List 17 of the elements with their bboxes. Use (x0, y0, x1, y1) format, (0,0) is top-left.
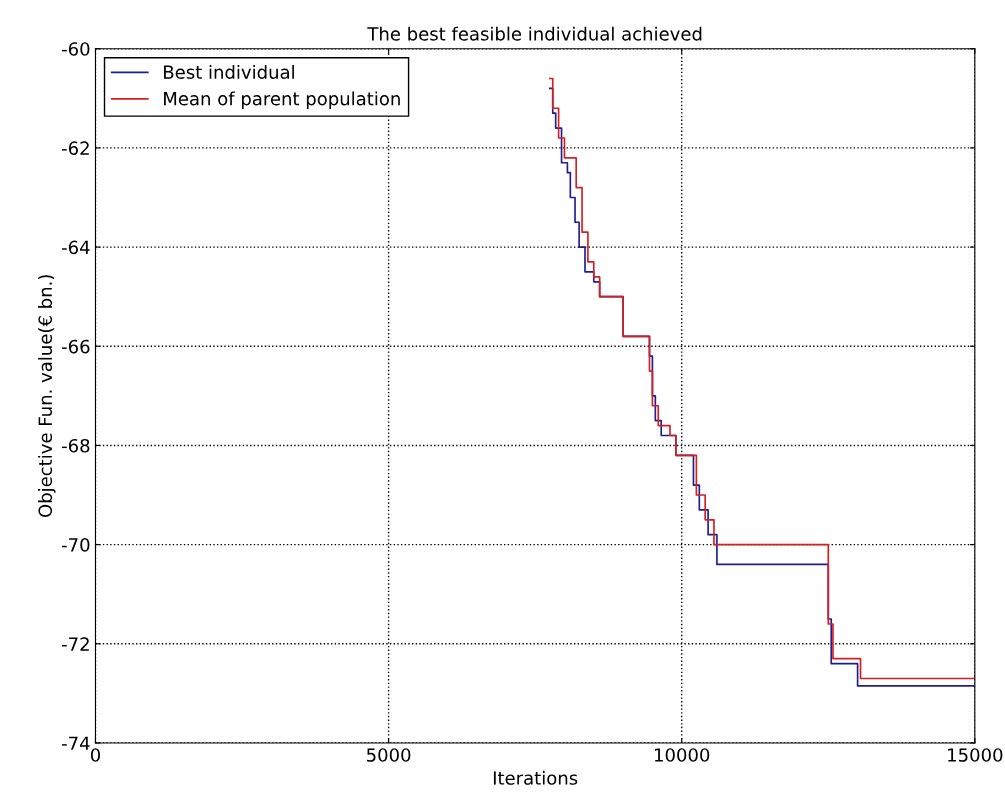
y-tick-label: -60 (62, 42, 90, 56)
chart-title: The best feasible individual achieved (367, 26, 702, 41)
legend-label: Best individual (164, 64, 294, 79)
y-tick-label: -66 (62, 339, 90, 354)
x-tick-label: 0 (90, 748, 101, 762)
x-tick-label: 5000 (367, 748, 411, 762)
y-tick-label: -64 (62, 240, 90, 255)
x-axis-title: Iterations (493, 770, 578, 785)
y-tick-label: -62 (62, 141, 89, 156)
y-tick-label: -68 (62, 438, 90, 453)
y-tick-label: -72 (62, 637, 89, 651)
x-tick-label: 15000 (948, 748, 1003, 762)
y-tick-label: -74 (62, 736, 90, 750)
y-axis-title: Objective Fun. value(€ bn.) (38, 275, 56, 518)
x-tick-label: 10000 (654, 748, 710, 762)
y-tick-label: -70 (62, 538, 90, 552)
legend-label: Mean of parent population (164, 91, 400, 109)
